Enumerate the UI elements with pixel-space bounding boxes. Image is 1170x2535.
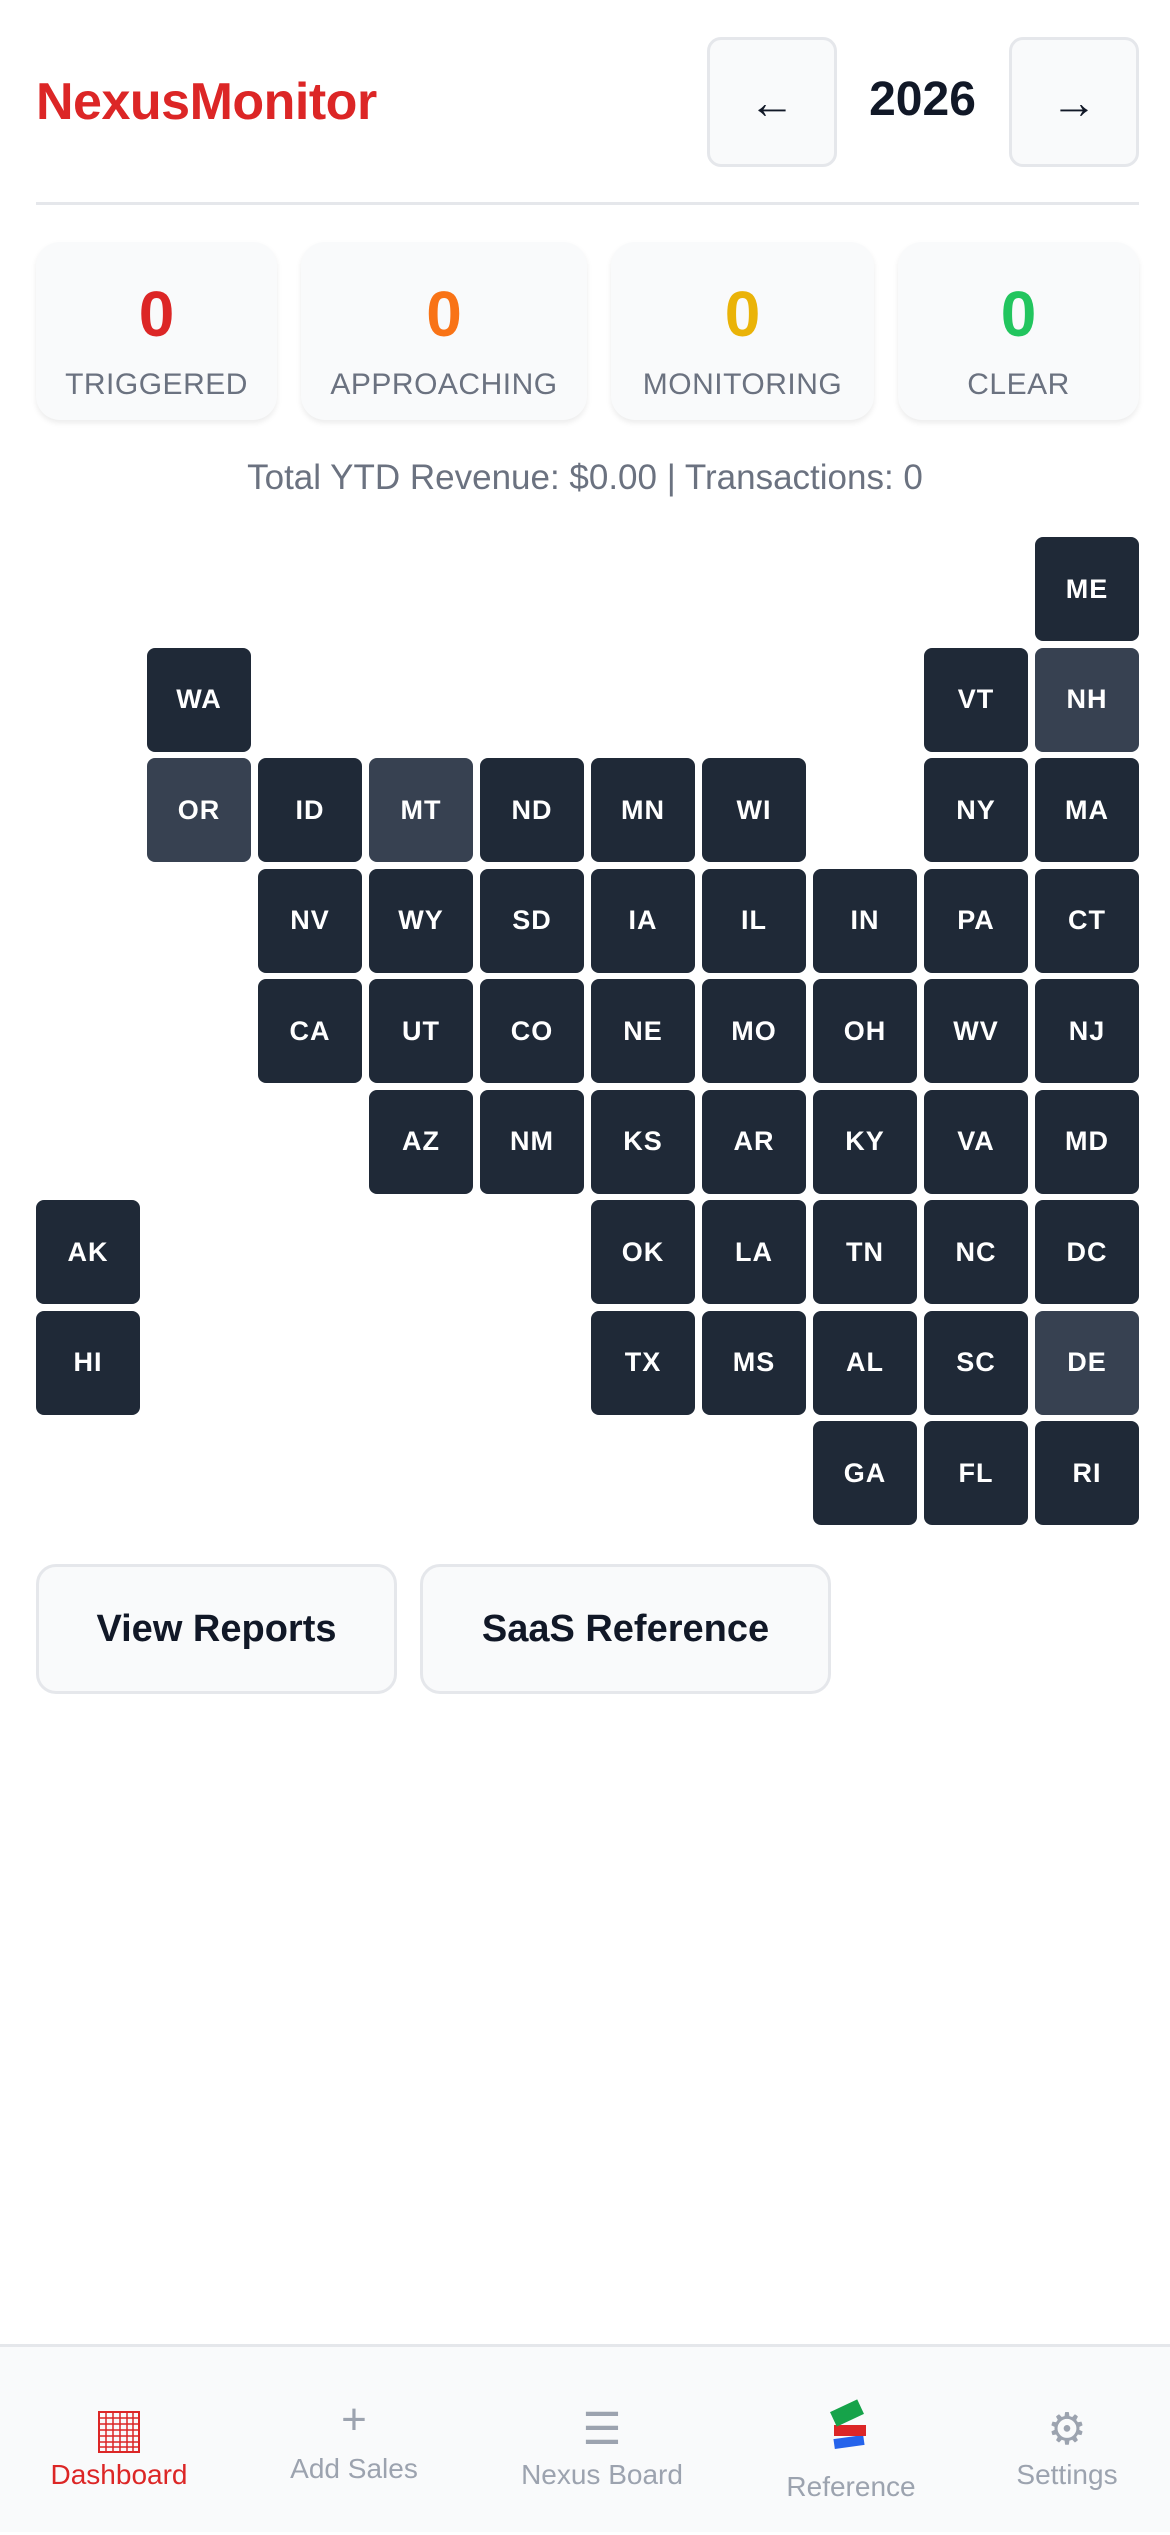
state-tile-ma[interactable]: MA <box>1035 758 1139 862</box>
stat-label: APPROACHING <box>330 368 558 401</box>
nav-nexus-board[interactable]: ☰ Nexus Board <box>492 2347 712 2535</box>
view-reports-button[interactable]: View Reports <box>36 1564 397 1694</box>
nav-label: Nexus Board <box>521 2459 683 2490</box>
nav-label: Dashboard <box>50 2459 188 2490</box>
state-tile-nj[interactable]: NJ <box>1035 979 1139 1083</box>
state-tile-pa[interactable]: PA <box>924 868 1028 973</box>
bottom-nav: Dashboard + Add Sales ☰ Nexus Board Refe… <box>0 2344 1170 2532</box>
state-tile-ga[interactable]: GA <box>813 1421 917 1525</box>
state-tile-ia[interactable]: IA <box>591 868 695 973</box>
state-tile-ne[interactable]: NE <box>591 979 695 1083</box>
state-tile-nd[interactable]: ND <box>480 758 584 862</box>
nav-label: Settings <box>1016 2459 1118 2490</box>
state-tile-wi[interactable]: WI <box>702 758 806 862</box>
grid-icon <box>9 2405 229 2455</box>
state-tile-co[interactable]: CO <box>480 979 584 1083</box>
state-tile-wa[interactable]: WA <box>147 647 251 752</box>
stat-value: 0 <box>724 278 761 350</box>
stat-card-clear: 0 CLEAR <box>898 242 1139 420</box>
state-tile-sd[interactable]: SD <box>480 868 584 973</box>
state-tile-or[interactable]: OR <box>147 758 251 862</box>
state-tile-mt[interactable]: MT <box>369 758 473 862</box>
header-divider <box>36 202 1139 205</box>
nav-reference[interactable]: Reference <box>741 2347 961 2535</box>
nav-dashboard[interactable]: Dashboard <box>9 2347 229 2535</box>
nav-label: Add Sales <box>290 2453 418 2484</box>
state-tile-ut[interactable]: UT <box>369 979 473 1083</box>
state-tile-ar[interactable]: AR <box>702 1089 806 1194</box>
stat-value: 0 <box>426 278 462 350</box>
state-tile-md[interactable]: MD <box>1035 1089 1139 1194</box>
state-tile-al[interactable]: AL <box>813 1310 917 1415</box>
stat-label: CLEAR <box>967 368 1070 401</box>
state-tile-va[interactable]: VA <box>924 1089 1028 1194</box>
prev-year-button[interactable]: ← <box>707 37 837 167</box>
state-tile-tn[interactable]: TN <box>813 1200 917 1304</box>
state-tile-oh[interactable]: OH <box>813 979 917 1083</box>
state-tile-il[interactable]: IL <box>702 868 806 973</box>
stat-value: 0 <box>1000 278 1037 350</box>
state-tile-de[interactable]: DE <box>1035 1310 1139 1415</box>
nav-settings[interactable]: ⚙ Settings <box>957 2347 1170 2535</box>
menu-icon: ☰ <box>582 2405 622 2454</box>
state-tile-az[interactable]: AZ <box>369 1089 473 1194</box>
state-tile-hi[interactable]: HI <box>36 1310 140 1415</box>
state-tile-nh[interactable]: NH <box>1035 647 1139 752</box>
app-title: NexusMonitor <box>36 73 377 131</box>
stat-card-approaching: 0 APPROACHING <box>301 242 587 420</box>
state-tile-wv[interactable]: WV <box>924 979 1028 1083</box>
stat-label: TRIGGERED <box>65 368 248 401</box>
state-tile-tx[interactable]: TX <box>591 1310 695 1415</box>
plus-icon: + <box>341 2395 367 2444</box>
revenue-summary: Total YTD Revenue: $0.00 | Transactions:… <box>247 458 923 497</box>
saas-reference-button[interactable]: SaaS Reference <box>420 1564 831 1694</box>
nav-label: Reference <box>786 2471 916 2502</box>
state-tile-ca[interactable]: CA <box>258 979 362 1083</box>
stat-card-triggered: 0 TRIGGERED <box>36 242 277 420</box>
books-icon <box>741 2397 961 2457</box>
state-tile-ak[interactable]: AK <box>36 1200 140 1304</box>
gear-icon: ⚙ <box>1047 2405 1087 2454</box>
stat-label: MONITORING <box>642 368 843 401</box>
state-tile-ct[interactable]: CT <box>1035 868 1139 973</box>
nav-add-sales[interactable]: + Add Sales <box>244 2347 464 2535</box>
state-tile-id[interactable]: ID <box>258 758 362 862</box>
state-tile-me[interactable]: ME <box>1035 537 1139 641</box>
state-tile-ks[interactable]: KS <box>591 1089 695 1194</box>
state-tile-vt[interactable]: VT <box>924 647 1028 752</box>
state-tile-wy[interactable]: WY <box>369 868 473 973</box>
state-tile-la[interactable]: LA <box>702 1200 806 1304</box>
state-tile-nc[interactable]: NC <box>924 1200 1028 1304</box>
state-tile-dc[interactable]: DC <box>1035 1200 1139 1304</box>
state-tile-in[interactable]: IN <box>813 868 917 973</box>
next-year-button[interactable]: → <box>1009 37 1139 167</box>
state-tile-nm[interactable]: NM <box>480 1089 584 1194</box>
state-tile-ms[interactable]: MS <box>702 1310 806 1415</box>
state-tile-ky[interactable]: KY <box>813 1089 917 1194</box>
state-tile-mn[interactable]: MN <box>591 758 695 862</box>
state-tile-mo[interactable]: MO <box>702 979 806 1083</box>
state-tile-ri[interactable]: RI <box>1035 1421 1139 1525</box>
state-tile-ny[interactable]: NY <box>924 758 1028 862</box>
year-label: 2026 <box>869 73 976 126</box>
state-tile-fl[interactable]: FL <box>924 1421 1028 1525</box>
state-tile-sc[interactable]: SC <box>924 1310 1028 1415</box>
state-tile-ok[interactable]: OK <box>591 1200 695 1304</box>
stat-value: 0 <box>138 278 175 350</box>
stat-card-monitoring: 0 MONITORING <box>611 242 874 420</box>
state-tile-nv[interactable]: NV <box>258 868 362 973</box>
